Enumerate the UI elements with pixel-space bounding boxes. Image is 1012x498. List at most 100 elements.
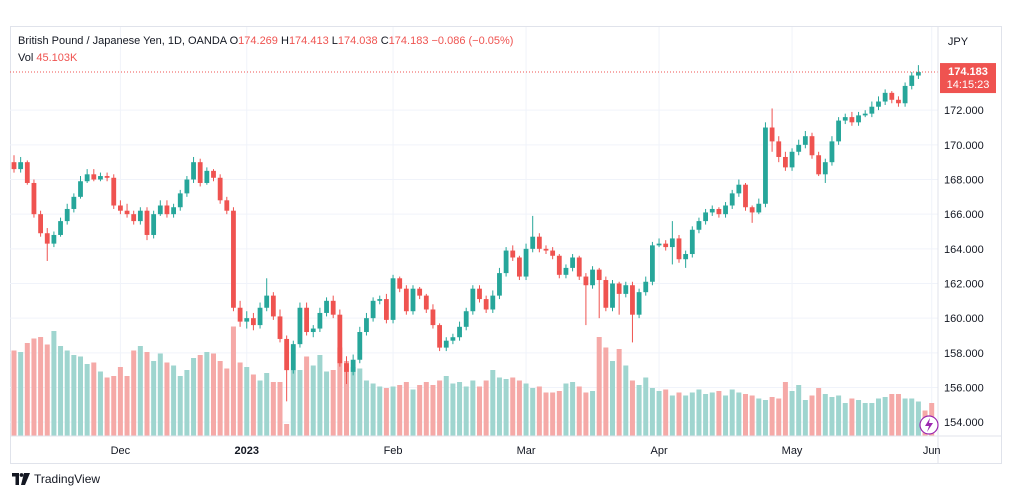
volume-bar (390, 386, 396, 436)
candle (583, 273, 589, 326)
svg-text:174.183: 174.183 (948, 66, 988, 78)
volume-bar (523, 383, 529, 436)
candle (517, 255, 522, 281)
volume-bar (304, 356, 310, 436)
volume-bar (802, 400, 808, 436)
volume-bar (876, 398, 881, 436)
volume-bar (131, 350, 137, 436)
volume-bar (530, 388, 536, 436)
volume-bar (756, 398, 762, 436)
candle (38, 210, 43, 237)
volume-bar (842, 403, 848, 436)
candle (477, 285, 482, 303)
candle (277, 309, 283, 343)
volume-bar (11, 350, 17, 436)
volume-bar (463, 386, 469, 436)
candle (430, 304, 436, 329)
candle (916, 65, 921, 79)
candle (211, 169, 216, 182)
price-tick-label: 166.000 (944, 209, 984, 221)
price-axis: 154.000 156.000 158.000 160.000 162.000 164.0… (944, 105, 984, 429)
candle (410, 285, 416, 315)
volume-bar (583, 392, 589, 436)
candle (137, 207, 143, 225)
lightning-icon[interactable] (919, 415, 939, 435)
candle (896, 96, 901, 107)
candle (689, 226, 695, 258)
volume-bar (383, 388, 389, 436)
volume-bar (902, 398, 908, 436)
volume-bar (184, 370, 190, 436)
volume-bar (117, 367, 123, 436)
candle (131, 210, 137, 225)
volume-bar (895, 394, 901, 436)
candle (457, 321, 462, 341)
tradingview-footer[interactable]: TradingView (12, 472, 100, 486)
candle (563, 264, 569, 279)
candle (889, 91, 895, 104)
candle (284, 335, 290, 402)
time-tick-label: Jun (923, 445, 941, 457)
volume-bar (244, 367, 250, 436)
change-value: −0.086 (−0.05%) (431, 35, 514, 47)
time-tick-label: Dec (111, 445, 131, 457)
volume-bar (709, 392, 715, 436)
candle (822, 158, 828, 183)
volume-bar (97, 371, 103, 436)
currency-label: JPY (948, 36, 969, 48)
candle (636, 288, 642, 319)
candle (171, 203, 176, 218)
volume-bar (869, 403, 875, 436)
volume-bar (656, 391, 662, 436)
candle (84, 169, 90, 183)
candle (177, 189, 183, 211)
volume-bar (769, 397, 775, 436)
candle (656, 238, 662, 248)
volume-bar (729, 389, 735, 436)
volume-bar (716, 391, 722, 436)
candle (297, 302, 303, 348)
volume-bar (31, 338, 37, 436)
volume-bar (669, 395, 675, 436)
price-tick-label: 154.000 (944, 417, 984, 429)
volume-bar (377, 386, 383, 436)
volume-bar (277, 382, 283, 436)
volume-bar (743, 394, 748, 436)
candle (18, 156, 24, 173)
candle (729, 189, 735, 209)
candle (809, 132, 815, 159)
candle (703, 208, 708, 225)
candle (64, 203, 70, 225)
volume-bar (237, 362, 243, 436)
volume-bar (397, 385, 403, 436)
volume-bar (450, 383, 456, 436)
volume-bars (11, 326, 935, 436)
volume-bar (177, 376, 183, 436)
volume-bar (423, 382, 429, 436)
candle (510, 245, 516, 261)
price-tick-label: 162.000 (944, 278, 984, 290)
candle (643, 276, 649, 296)
candle (144, 207, 150, 241)
volume-bar (403, 382, 409, 436)
volume-bar (344, 361, 349, 436)
candle (324, 297, 329, 317)
candle (570, 254, 575, 272)
volume-bar (310, 365, 316, 436)
candle (470, 285, 476, 315)
high-label: H (280, 35, 289, 47)
volume-bar (496, 377, 502, 436)
volume-bar (78, 356, 83, 436)
volume-bar (889, 394, 895, 436)
volume-bar (164, 362, 170, 436)
candle (24, 160, 30, 185)
volume-bar (284, 424, 290, 436)
volume-bar (816, 388, 822, 436)
volume-bar (144, 352, 150, 436)
volume-bar (490, 370, 496, 436)
candle (530, 215, 536, 253)
volume-bar (217, 361, 223, 436)
candle (483, 295, 489, 313)
volume-bar (270, 382, 276, 436)
